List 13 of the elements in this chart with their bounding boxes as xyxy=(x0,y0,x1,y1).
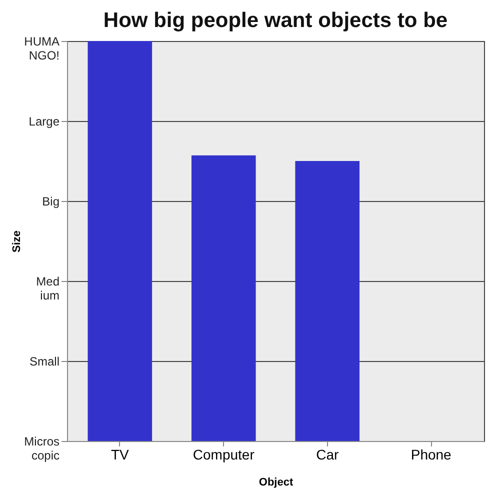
x-tick-label: TV xyxy=(110,446,130,462)
x-tick-label: Car xyxy=(316,446,339,462)
text: HUMANGO! xyxy=(24,34,60,62)
chart-title: How big people want objects to be xyxy=(103,9,448,32)
x-tick-label: Computer xyxy=(192,446,255,462)
text: Small xyxy=(29,354,60,368)
x-axis-title: Object xyxy=(258,476,294,488)
text: Large xyxy=(28,114,60,128)
text: Big xyxy=(42,194,60,208)
y-axis-title: Size xyxy=(11,230,24,253)
text: Medium xyxy=(36,274,60,302)
text: Microscopic xyxy=(24,434,60,462)
x-tick-label: Phone xyxy=(410,446,452,462)
